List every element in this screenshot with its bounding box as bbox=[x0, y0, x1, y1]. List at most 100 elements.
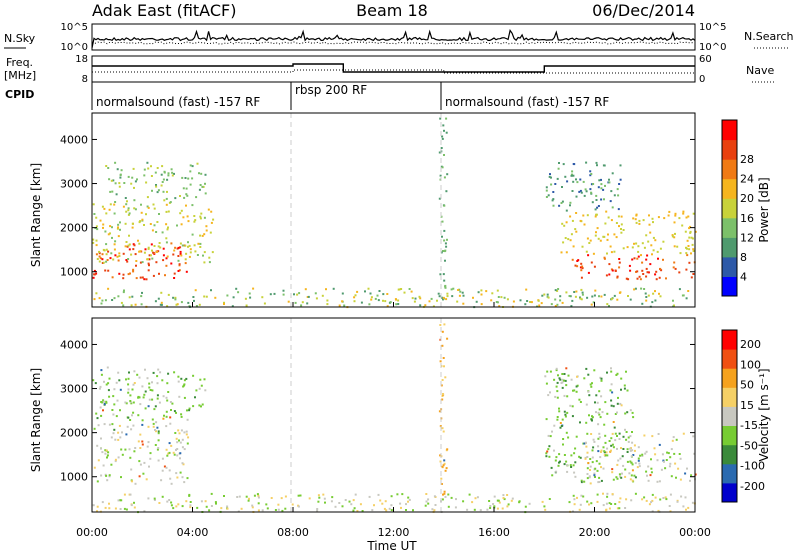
ground-cell-875 bbox=[480, 289, 483, 292]
data-cell-0-0 bbox=[170, 482, 173, 485]
data-cell-6-662 bbox=[446, 173, 449, 176]
data-cell-3-534 bbox=[563, 454, 566, 456]
velocity-swatch-1 bbox=[722, 463, 737, 484]
data-cell-1-260 bbox=[148, 398, 151, 401]
data-cell-3-389 bbox=[608, 273, 611, 276]
data-cell-4-419 bbox=[560, 251, 563, 254]
ground-cell-725 bbox=[306, 296, 309, 298]
data-cell-3-420 bbox=[556, 416, 559, 418]
data-cell-1-199 bbox=[151, 398, 154, 401]
data-cell-0-58 bbox=[162, 259, 165, 262]
data-cell-3-359 bbox=[577, 259, 580, 262]
data-cell-1-189 bbox=[146, 377, 149, 380]
ground-cell-813 bbox=[331, 496, 334, 499]
data-cell-2-365 bbox=[653, 447, 656, 450]
data-cell-5-619 bbox=[571, 170, 574, 173]
data-cell-1-167 bbox=[173, 371, 176, 374]
ground-cell-703 bbox=[619, 497, 622, 500]
data-cell-1-219 bbox=[203, 233, 206, 236]
data-cell-0-54 bbox=[135, 277, 138, 280]
data-cell-4-498 bbox=[694, 230, 697, 233]
ground-cell-842 bbox=[348, 500, 351, 503]
ground-cell-714 bbox=[496, 507, 499, 510]
data-cell-0-24 bbox=[177, 255, 180, 257]
ground-cell-691 bbox=[176, 303, 179, 306]
data-cell-4-463 bbox=[673, 245, 676, 248]
data-cell-4-506 bbox=[642, 219, 645, 222]
data-cell-0-121 bbox=[138, 460, 141, 463]
data-cell-1-204 bbox=[173, 249, 176, 252]
data-cell-0-17 bbox=[104, 449, 107, 452]
data-cell-1-92 bbox=[187, 220, 190, 223]
data-cell-3-442 bbox=[621, 455, 624, 458]
noise-panel: N.Sky 10^5 10^0 10^5 10^0 N.Search bbox=[4, 22, 794, 53]
data-cell-3-526 bbox=[569, 404, 572, 407]
data-cell-6-637 bbox=[446, 238, 448, 241]
power-swatch-6 bbox=[722, 159, 737, 180]
ground-cell-889 bbox=[600, 295, 603, 298]
data-cell-2-332 bbox=[610, 449, 612, 452]
data-cell-2-293 bbox=[641, 454, 644, 457]
data-cell-4-509 bbox=[585, 250, 588, 253]
ground-cell-823 bbox=[676, 500, 679, 503]
ground-cell-780 bbox=[399, 502, 402, 505]
data-cell-0-31 bbox=[135, 264, 137, 267]
ground-cell-826 bbox=[581, 293, 584, 296]
ground-cell-710 bbox=[616, 507, 619, 510]
data-cell-1-169 bbox=[177, 380, 180, 383]
data-cell-0-57 bbox=[100, 447, 102, 450]
data-cell-1-175 bbox=[108, 395, 111, 398]
ground-cell-742 bbox=[390, 495, 393, 498]
ground-cell-755 bbox=[359, 503, 362, 506]
data-cell-1-188 bbox=[182, 216, 185, 219]
data-cell-3-625 bbox=[561, 373, 564, 375]
data-cell-0-89 bbox=[175, 448, 177, 451]
ground-cell-849 bbox=[669, 510, 672, 513]
data-cell-1-236 bbox=[199, 246, 202, 248]
ground-cell-716 bbox=[119, 508, 122, 510]
data-cell-2-316 bbox=[647, 479, 650, 482]
ground-cell-856 bbox=[590, 502, 593, 505]
data-cell-1-249 bbox=[112, 413, 115, 416]
ground-cell-827 bbox=[518, 501, 521, 504]
data-cell-2-350 bbox=[627, 440, 630, 443]
data-cell-2-292 bbox=[631, 469, 634, 472]
data-cell-3-587 bbox=[544, 375, 547, 378]
ground-cell-906 bbox=[277, 508, 280, 511]
data-cell-4-527 bbox=[651, 253, 653, 256]
ground-cell-905 bbox=[554, 289, 557, 292]
ground-cell-675 bbox=[172, 296, 175, 299]
data-cell-0-74 bbox=[107, 451, 110, 454]
data-cell-0-96 bbox=[105, 449, 108, 452]
data-cell-1-241 bbox=[109, 225, 112, 228]
data-cell-1-273 bbox=[177, 375, 180, 378]
data-cell-2-323 bbox=[114, 161, 117, 164]
data-cell-3-396 bbox=[645, 267, 648, 270]
data-cell-2-338 bbox=[110, 179, 113, 182]
data-cell-0-9 bbox=[145, 278, 148, 281]
data-cell-4-543 bbox=[650, 244, 653, 247]
data-cell-1-203 bbox=[94, 382, 97, 385]
data-cell-5-552 bbox=[549, 173, 551, 176]
ground-cell-873 bbox=[627, 295, 629, 297]
data-cell-1-181 bbox=[182, 385, 185, 388]
data-cell-1-224 bbox=[181, 244, 184, 247]
ground-cell-895 bbox=[188, 494, 191, 497]
data-cell-2-405 bbox=[641, 453, 644, 456]
ground-cell-781 bbox=[489, 507, 492, 509]
data-cell-3-619 bbox=[610, 383, 613, 386]
data-cell-1-227 bbox=[111, 409, 114, 411]
data-cell-0-65 bbox=[104, 269, 107, 272]
data-cell-2-268 bbox=[116, 168, 119, 171]
ground-cell-874 bbox=[672, 299, 674, 302]
data-cell-2-327 bbox=[162, 190, 165, 193]
data-cell-3-529 bbox=[614, 432, 617, 435]
ground-cell-721 bbox=[120, 301, 123, 304]
ground-cell-892 bbox=[389, 301, 392, 304]
data-cell-3-537 bbox=[560, 425, 563, 427]
data-cell-3-467 bbox=[562, 438, 565, 440]
data-cell-1-218 bbox=[102, 226, 104, 229]
data-cell-3-574 bbox=[566, 464, 568, 467]
data-cell-0-70 bbox=[174, 432, 177, 434]
ground-cell-814 bbox=[314, 292, 317, 295]
